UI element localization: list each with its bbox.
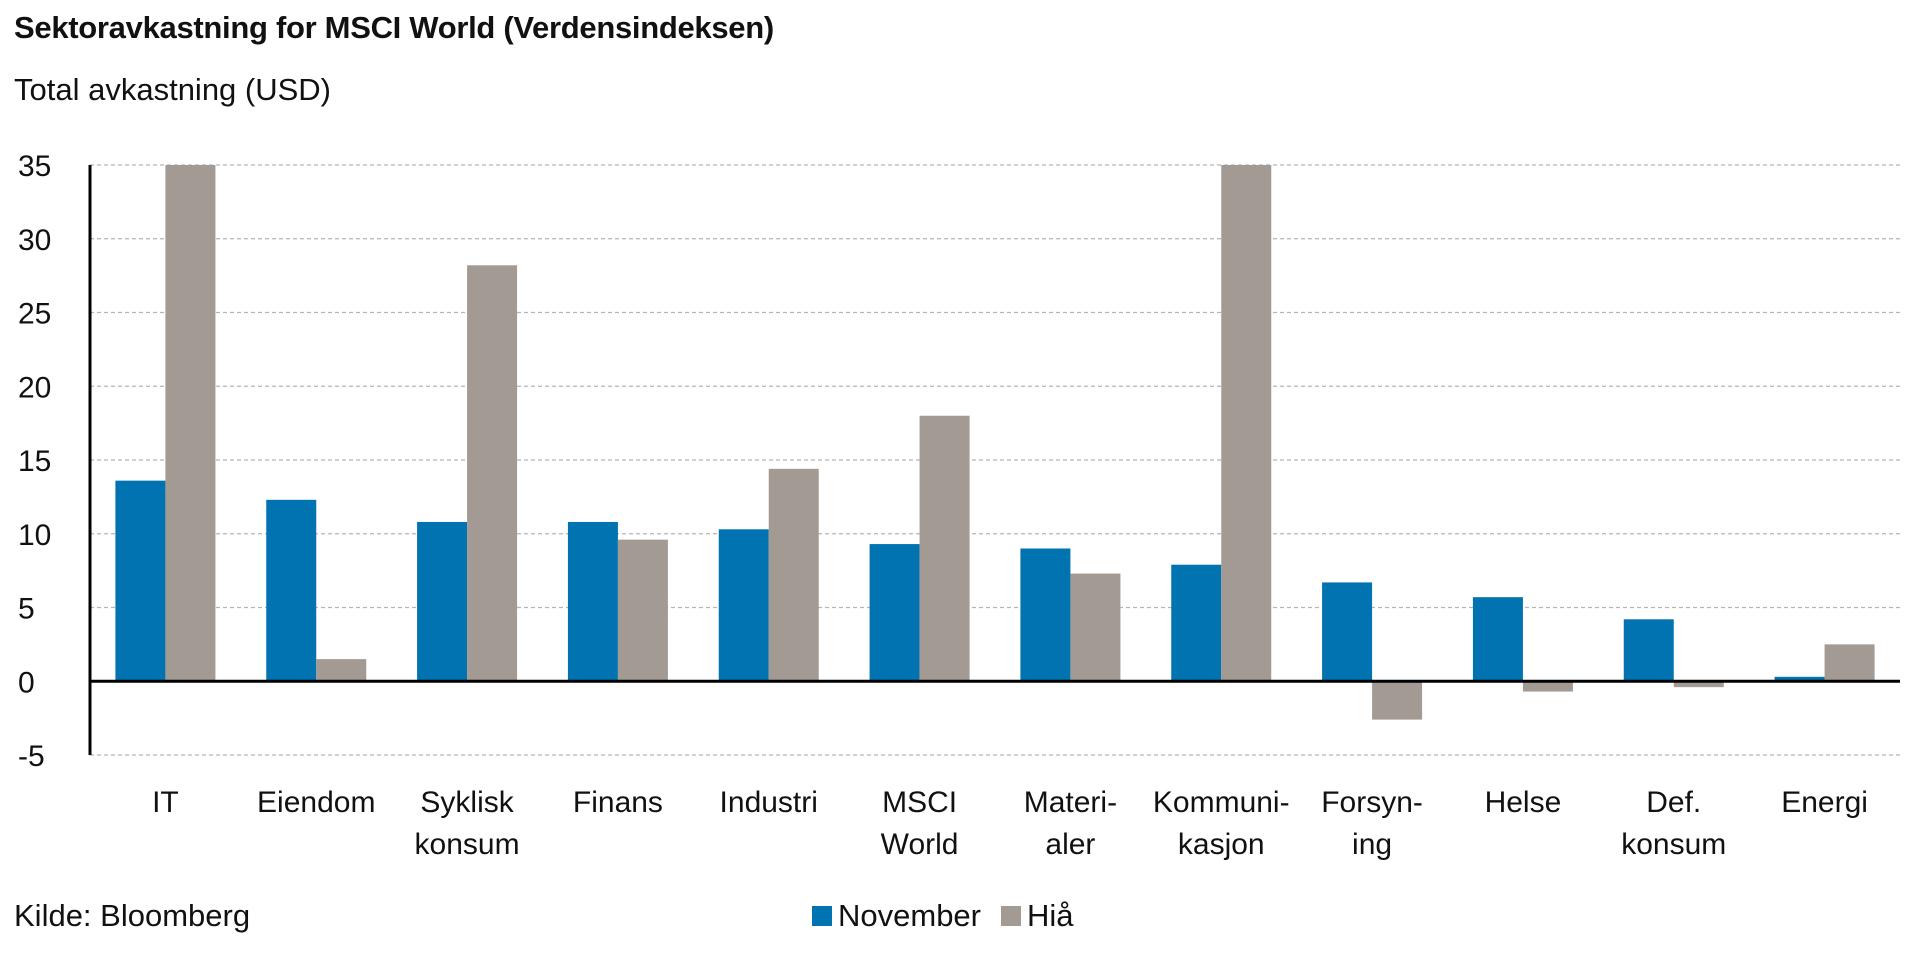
bar-november: [1322, 582, 1373, 682]
x-category-label: MSCI: [882, 786, 957, 819]
legend-label-november: November: [838, 898, 981, 933]
bar-hia: [1221, 165, 1272, 682]
x-axis-category-labels: IT Eiendom Syklisk konsum Finans Industri MSCI…: [152, 786, 1868, 861]
bar-hia: [1372, 681, 1423, 720]
x-category-label: Syklisk: [420, 786, 514, 819]
y-axis-tick-labels: -5 0 5 10 15 20 25 30 35: [18, 150, 51, 773]
bar-hia: [1824, 644, 1875, 682]
y-tick-label: 0: [18, 666, 35, 699]
bar-november: [1623, 619, 1674, 682]
bar-hia: [1070, 573, 1121, 682]
source-note: Kilde: Bloomberg: [14, 898, 251, 933]
bar-november: [869, 544, 920, 682]
legend-label-hia: Hiå: [1027, 898, 1074, 933]
bar-hia: [919, 415, 970, 682]
bar-hia: [617, 539, 668, 682]
y-tick-label: 30: [18, 224, 51, 257]
legend-item-hia: Hiå: [1001, 898, 1074, 934]
bar-hia: [467, 265, 518, 682]
bar-november: [266, 499, 317, 682]
x-category-label: Kommuni-: [1153, 786, 1290, 819]
y-tick-label: 5: [18, 593, 35, 626]
x-category-label: ing: [1352, 828, 1392, 861]
bars: [115, 165, 1875, 720]
gridlines: [90, 164, 1900, 756]
y-tick-label: 15: [18, 445, 51, 478]
bar-hia: [1673, 681, 1724, 688]
x-category-label: Industri: [720, 786, 818, 819]
x-category-label: konsum: [1621, 828, 1726, 861]
chart-title: Sektoravkastning for MSCI World (Verdens…: [14, 10, 774, 45]
x-category-label: Forsyn-: [1321, 786, 1423, 819]
x-category-label: konsum: [415, 828, 520, 861]
legend-swatch-hia: [1001, 906, 1021, 926]
y-tick-label: 20: [18, 371, 51, 404]
x-category-label: IT: [152, 786, 179, 819]
x-category-label: World: [881, 828, 959, 861]
x-category-label: Energi: [1781, 786, 1868, 819]
bar-november: [718, 529, 769, 682]
x-category-label: Eiendom: [257, 786, 375, 819]
bar-november: [1171, 564, 1222, 682]
bar-chart: -5 0 5 10 15 20 25 30 35 IT Eiendom Syklisk konsum F…: [18, 150, 1900, 861]
y-tick-label: -5: [18, 740, 45, 773]
bar-hia: [1522, 681, 1573, 692]
bar-november: [1774, 676, 1825, 682]
x-category-label: aler: [1045, 828, 1095, 861]
x-category-label: kasjon: [1178, 828, 1265, 861]
bar-november: [115, 480, 166, 682]
bar-november: [1472, 597, 1523, 682]
legend-swatch-november: [812, 906, 832, 926]
y-tick-label: 25: [18, 298, 51, 331]
bar-hia: [316, 659, 367, 682]
bar-hia: [165, 165, 216, 682]
x-category-label: Materi-: [1024, 786, 1117, 819]
bar-november: [417, 521, 468, 682]
bar-november: [1020, 548, 1071, 682]
x-category-label: Finans: [573, 786, 663, 819]
x-category-label: Helse: [1485, 786, 1562, 819]
y-tick-label: 10: [18, 519, 51, 552]
x-category-label: Def.: [1646, 786, 1701, 819]
bar-hia: [768, 468, 819, 682]
legend-item-november: November: [812, 898, 981, 934]
chart-subtitle: Total avkastning (USD): [14, 72, 332, 107]
y-tick-label: 35: [18, 150, 51, 183]
bar-november: [567, 521, 618, 682]
legend: November Hiå: [812, 898, 1094, 934]
axes: [88, 165, 1900, 755]
